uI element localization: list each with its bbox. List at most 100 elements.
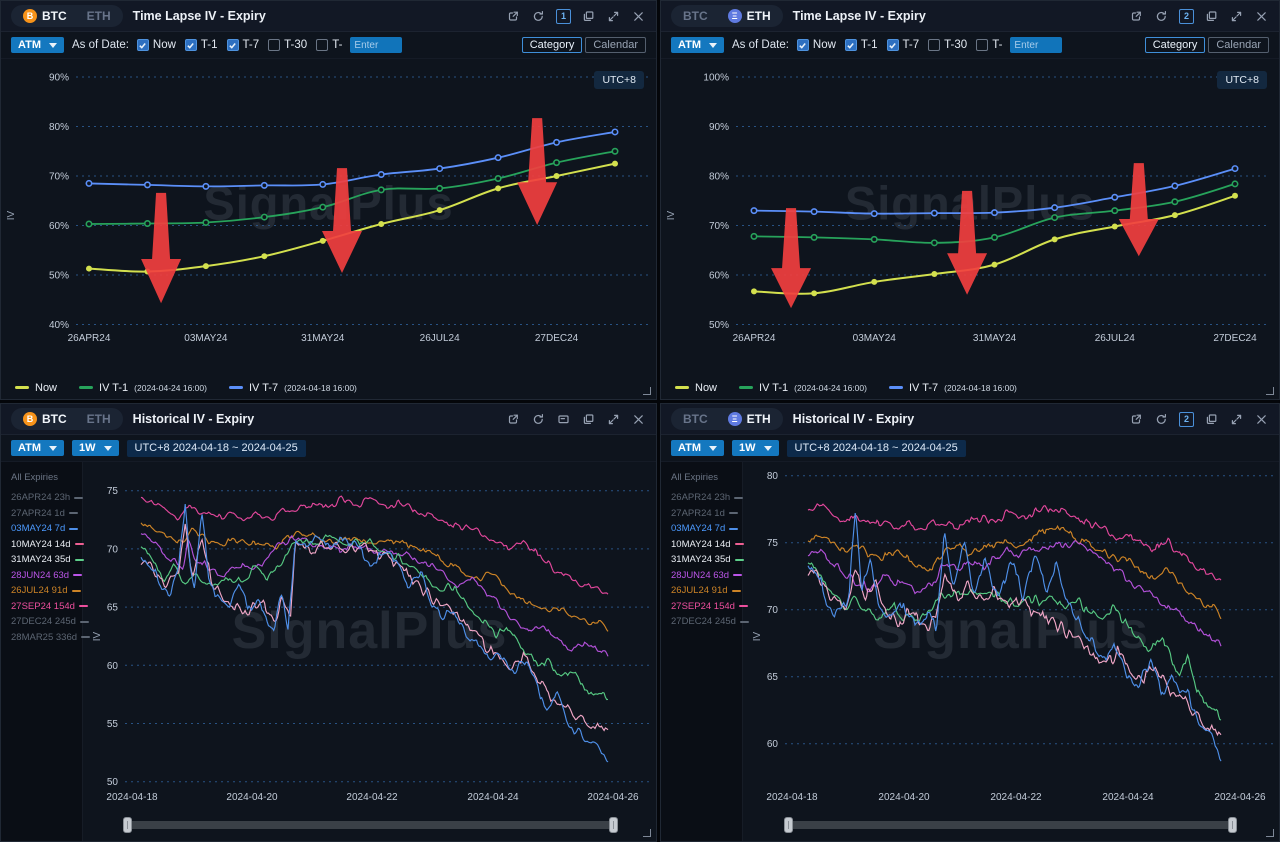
view-button-calendar[interactable]: Calendar	[1208, 37, 1269, 53]
maximize-icon[interactable]	[606, 9, 621, 24]
duplicate-icon[interactable]	[1204, 412, 1219, 427]
slider-handle-left[interactable]	[784, 817, 793, 833]
checkbox-t-7[interactable]: T-7	[226, 39, 259, 51]
expiry-item[interactable]: 27DEC24 245d	[11, 614, 89, 630]
period-select[interactable]: 1W	[732, 440, 779, 456]
maximize-icon[interactable]	[1229, 9, 1244, 24]
checkbox-now[interactable]: Now	[796, 39, 836, 51]
checkbox-t-30[interactable]: T-30	[928, 39, 967, 51]
checkbox-t-[interactable]: T-	[316, 39, 342, 51]
expiry-item[interactable]: 31MAY24 35d	[671, 552, 744, 568]
window-number-badge[interactable]: 2	[1179, 411, 1194, 427]
strike-mode-select[interactable]: ATM	[11, 440, 65, 456]
expiry-item[interactable]: 03MAY24 7d	[11, 521, 82, 537]
tab-btc[interactable]: B BTC	[14, 7, 76, 25]
expiry-item[interactable]: 03MAY24 7d	[671, 521, 742, 537]
close-icon[interactable]	[1254, 9, 1269, 24]
tab-btc[interactable]: BTC	[674, 7, 717, 25]
resize-corner[interactable]	[1266, 829, 1274, 837]
expiry-item[interactable]: 27APR24 1d	[671, 506, 742, 522]
refresh-icon[interactable]	[1154, 412, 1169, 427]
refresh-icon[interactable]	[531, 412, 546, 427]
expiry-item[interactable]: 28JUN24 63d	[11, 568, 83, 584]
chart-canvas[interactable]: 100% 90% 80% 70% 60% 50% 26APR24 03MAY24 31MAY24…	[661, 59, 1279, 374]
resize-corner[interactable]	[643, 387, 651, 395]
strike-mode-select[interactable]: ATM	[671, 37, 725, 53]
external-link-icon[interactable]	[1129, 412, 1144, 427]
checkbox-t-1[interactable]: T-1	[184, 39, 218, 51]
duplicate-icon[interactable]	[1204, 9, 1219, 24]
close-icon[interactable]	[631, 9, 646, 24]
checkbox-now[interactable]: Now	[136, 39, 176, 51]
tab-btc[interactable]: B BTC	[14, 410, 76, 428]
expiry-item[interactable]: 26JUL24 91d	[11, 583, 82, 599]
refresh-icon[interactable]	[1154, 9, 1169, 24]
folder-icon[interactable]	[556, 412, 571, 427]
slider-handle-right[interactable]	[609, 817, 618, 833]
external-link-icon[interactable]	[506, 9, 521, 24]
timelapse-chart-btc[interactable]: UTC+8 SignalPlus IV 90% 80% 70% 60% 50% 40% 26…	[1, 59, 656, 399]
expiry-item[interactable]: 27DEC24 245d	[671, 614, 749, 630]
external-link-icon[interactable]	[506, 412, 521, 427]
custom-day-input[interactable]	[350, 37, 403, 53]
legend-item[interactable]: IV T-7 (2024-04-18 16:00)	[228, 382, 357, 394]
chart-canvas[interactable]: 90% 80% 70% 60% 50% 40% 26APR24 03MAY24 31MAY24 2…	[1, 59, 656, 374]
strike-mode-select[interactable]: ATM	[671, 440, 725, 456]
slider-handle-left[interactable]	[123, 817, 132, 833]
slider-handle-right[interactable]	[1228, 817, 1237, 833]
expiry-item[interactable]: 28MAR25 336d	[11, 630, 91, 646]
view-button-category[interactable]: Category	[521, 37, 583, 53]
view-button-category[interactable]: Category	[1144, 37, 1206, 53]
timelapse-chart-eth[interactable]: UTC+8 SignalPlus IV 100%90%80%70%60%50%2…	[661, 59, 1279, 399]
window-number-badge[interactable]: 1	[556, 8, 571, 24]
strike-mode-select[interactable]: ATM	[11, 37, 65, 53]
maximize-icon[interactable]	[1229, 412, 1244, 427]
close-icon[interactable]	[1254, 412, 1269, 427]
external-link-icon[interactable]	[1129, 9, 1144, 24]
historical-chart-btc[interactable]: SignalPlus IV 75 70 65 60 55 50 2024-04-18 2024…	[83, 462, 656, 841]
expiry-item[interactable]: 27SEP24 154d	[671, 599, 748, 615]
expiry-item[interactable]: 27APR24 1d	[11, 506, 82, 522]
duplicate-icon[interactable]	[581, 9, 596, 24]
checkbox-t-1[interactable]: T-1	[844, 39, 878, 51]
time-range-slider[interactable]	[784, 817, 1237, 833]
checkbox-t-30[interactable]: T-30	[268, 39, 307, 51]
resize-corner[interactable]	[1266, 387, 1274, 395]
time-range-slider[interactable]	[123, 817, 618, 833]
tab-btc[interactable]: BTC	[674, 410, 717, 428]
expiry-item[interactable]: 31MAY24 35d	[11, 552, 84, 568]
close-icon[interactable]	[631, 412, 646, 427]
expiry-item[interactable]: 28JUN24 63d	[671, 568, 743, 584]
legend-item[interactable]: Now	[15, 382, 57, 394]
historical-chart-eth[interactable]: SignalPlus IV 80 75 70 65 60 2024-04-18 2024-0…	[743, 462, 1279, 841]
checkbox-t-[interactable]: T-	[976, 39, 1002, 51]
expiry-item[interactable]: 26APR24 23h	[671, 490, 744, 506]
legend-item[interactable]: IV T-1 (2024-04-24 16:00)	[739, 382, 867, 394]
custom-day-input[interactable]	[1010, 37, 1063, 53]
window-number-badge[interactable]: 2	[1179, 8, 1194, 24]
expiry-item[interactable]: 26APR24 23h	[11, 490, 84, 506]
legend-item[interactable]: Now	[675, 382, 717, 394]
expiry-item[interactable]: 27SEP24 154d	[11, 599, 88, 615]
expiry-item[interactable]: 10MAY24 14d	[671, 537, 744, 553]
all-expiries-toggle[interactable]: All Expiries	[11, 472, 58, 483]
resize-corner[interactable]	[643, 829, 651, 837]
legend-swatch	[675, 386, 689, 389]
chart-canvas[interactable]: 80 75 70 65 60 2024-04-18 2024-04-20 2024-04-22…	[743, 462, 1279, 812]
view-button-calendar[interactable]: Calendar	[585, 37, 646, 53]
tab-eth[interactable]: Ξ ETH	[719, 7, 780, 25]
all-expiries-toggle[interactable]: All Expiries	[671, 472, 718, 483]
legend-item[interactable]: IV T-7 (2024-04-18 16:00)	[888, 382, 1017, 394]
refresh-icon[interactable]	[531, 9, 546, 24]
tab-eth[interactable]: ETH	[78, 7, 120, 25]
period-select[interactable]: 1W	[72, 440, 119, 456]
legend-item[interactable]: IV T-1 (2024-04-24 16:00)	[79, 382, 207, 394]
checkbox-t-7[interactable]: T-7	[886, 39, 919, 51]
chart-canvas[interactable]: 75 70 65 60 55 50 2024-04-18 2024-04-20 2024-04-…	[83, 462, 656, 812]
expiry-item[interactable]: 26JUL24 91d	[671, 583, 742, 599]
duplicate-icon[interactable]	[581, 412, 596, 427]
tab-eth[interactable]: Ξ ETH	[719, 410, 780, 428]
tab-eth[interactable]: ETH	[78, 410, 120, 428]
expiry-item[interactable]: 10MAY24 14d	[11, 537, 84, 553]
maximize-icon[interactable]	[606, 412, 621, 427]
